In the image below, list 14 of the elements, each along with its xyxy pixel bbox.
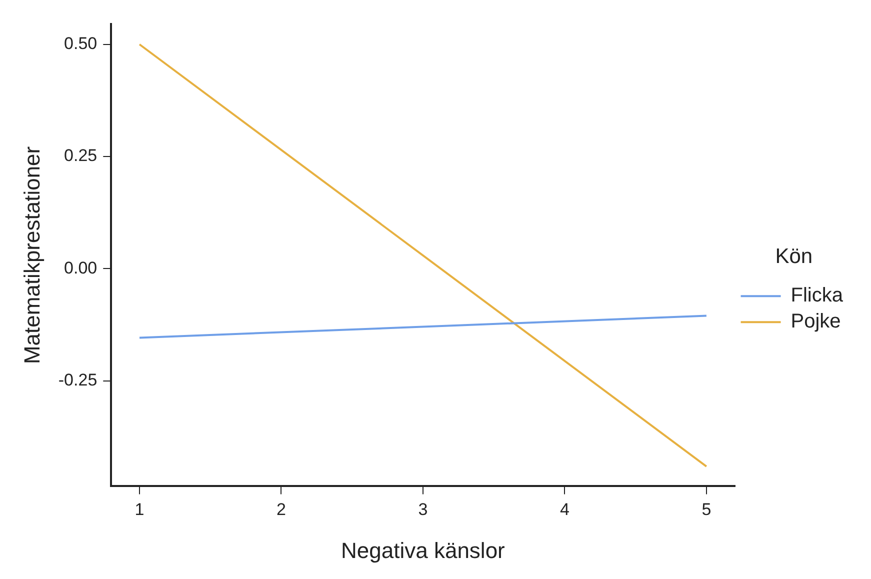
legend-label: Flicka	[790, 284, 844, 307]
y-tick-label: 0.00	[64, 258, 98, 278]
x-tick-label: 4	[560, 500, 570, 520]
y-tick-label: 0.25	[64, 146, 98, 166]
legend-title: Kön	[775, 245, 813, 268]
y-tick-label: -0.25	[58, 370, 98, 390]
x-axis-title: Negativa känslor	[341, 538, 505, 563]
legend-label: Pojke	[790, 310, 841, 333]
x-tick-label: 2	[276, 500, 286, 520]
x-tick-label: 3	[418, 500, 428, 520]
x-tick-label: 5	[702, 500, 712, 520]
x-tick-label: 1	[134, 500, 144, 520]
y-tick-label: 0.50	[64, 34, 98, 54]
y-axis-title: Matematikprestationer	[19, 146, 44, 364]
